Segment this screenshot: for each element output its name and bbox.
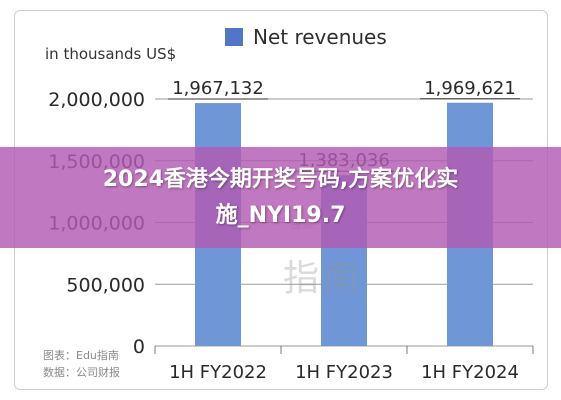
x-tick-label: 1H FY2022 [169, 362, 267, 383]
y-tick-label: 0 [133, 336, 145, 358]
x-tick-label: 1H FY2024 [421, 362, 519, 383]
y-tick-label: 500,000 [66, 274, 145, 296]
data-label: 1,967,132 [172, 78, 264, 99]
overlay-banner[interactable]: 2024香港今期开奖号码,方案优化实施_NYI19.7 [0, 147, 561, 248]
source-note: 图表：Edu指南 数据：公司财报 [43, 347, 120, 381]
x-tick-label: 1H FY2023 [295, 362, 393, 383]
legend-swatch [225, 28, 243, 46]
banner-title: 2024香港今期开奖号码,方案优化实施_NYI19.7 [102, 166, 459, 228]
unit-label: in thousands US$ [45, 45, 177, 63]
chart-legend: Net revenues [225, 25, 387, 49]
legend-label: Net revenues [253, 25, 387, 49]
y-tick-label: 2,000,000 [48, 89, 145, 111]
watermark-large: 指南 [283, 258, 364, 299]
source-line-chart: 图表：Edu指南 [43, 349, 119, 362]
data-label: 1,969,621 [424, 78, 516, 99]
source-line-data: 数据：公司财报 [43, 366, 120, 379]
